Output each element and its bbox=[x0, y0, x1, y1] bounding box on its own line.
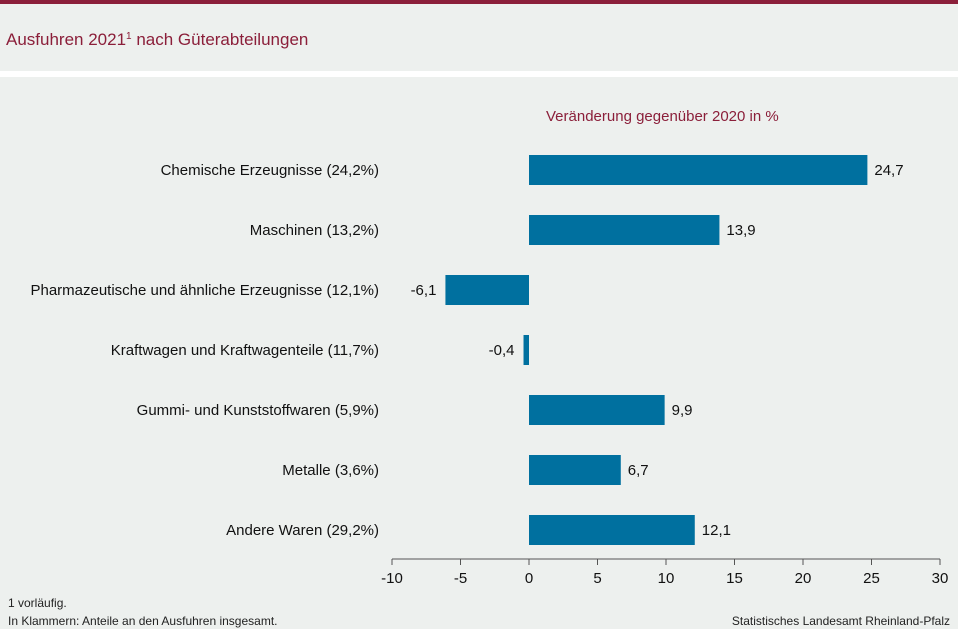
chart-subtitle: Veränderung gegenüber 2020 in % bbox=[546, 108, 779, 125]
category-label: Maschinen (13,2%) bbox=[250, 222, 379, 239]
x-tick-label: -5 bbox=[454, 570, 467, 587]
top-accent-bar bbox=[0, 0, 958, 4]
x-tick-label: -10 bbox=[381, 570, 403, 587]
note: In Klammern: Anteile an den Ausfuhren in… bbox=[8, 614, 278, 628]
bar bbox=[529, 215, 720, 245]
category-label: Pharmazeutische und ähnliche Erzeugnisse… bbox=[30, 282, 379, 299]
data-label: -6,1 bbox=[411, 282, 437, 299]
title-footnote-marker: 1 bbox=[126, 31, 132, 42]
category-label: Metalle (3,6%) bbox=[282, 462, 379, 479]
bar bbox=[445, 275, 529, 305]
x-tick-label: 15 bbox=[726, 570, 743, 587]
x-tick-label: 25 bbox=[863, 570, 880, 587]
bar bbox=[523, 335, 529, 365]
bar bbox=[529, 515, 695, 545]
title-main: Ausfuhren 2021 bbox=[6, 30, 127, 49]
x-tick-label: 5 bbox=[593, 570, 601, 587]
x-tick-label: 30 bbox=[932, 570, 949, 587]
category-label: Chemische Erzeugnisse (24,2%) bbox=[161, 162, 379, 179]
category-label: Gummi- und Kunststoffwaren (5,9%) bbox=[137, 402, 379, 419]
data-label: -0,4 bbox=[489, 342, 515, 359]
data-label: 12,1 bbox=[702, 522, 731, 539]
page-title: Ausfuhren 20211 nach Güterabteilungen bbox=[6, 30, 308, 50]
bar bbox=[529, 455, 621, 485]
data-label: 24,7 bbox=[874, 162, 903, 179]
data-label: 9,9 bbox=[672, 402, 693, 419]
source: Statistisches Landesamt Rheinland-Pfalz bbox=[731, 614, 950, 628]
x-tick-label: 20 bbox=[795, 570, 812, 587]
title-rest: nach Güterabteilungen bbox=[131, 30, 309, 49]
category-label: Andere Waren (29,2%) bbox=[226, 522, 379, 539]
bar bbox=[529, 155, 868, 185]
footnote: 1 vorläufig. bbox=[8, 596, 67, 610]
x-tick-label: 0 bbox=[525, 570, 533, 587]
data-label: 6,7 bbox=[628, 462, 649, 479]
x-tick-label: 10 bbox=[658, 570, 675, 587]
bar-chart: Veränderung gegenüber 2020 in % Chemische… bbox=[30, 108, 949, 587]
bar bbox=[529, 395, 665, 425]
data-label: 13,9 bbox=[726, 222, 755, 239]
category-label: Kraftwagen und Kraftwagenteile (11,7%) bbox=[111, 342, 379, 359]
title-separator bbox=[0, 71, 958, 77]
